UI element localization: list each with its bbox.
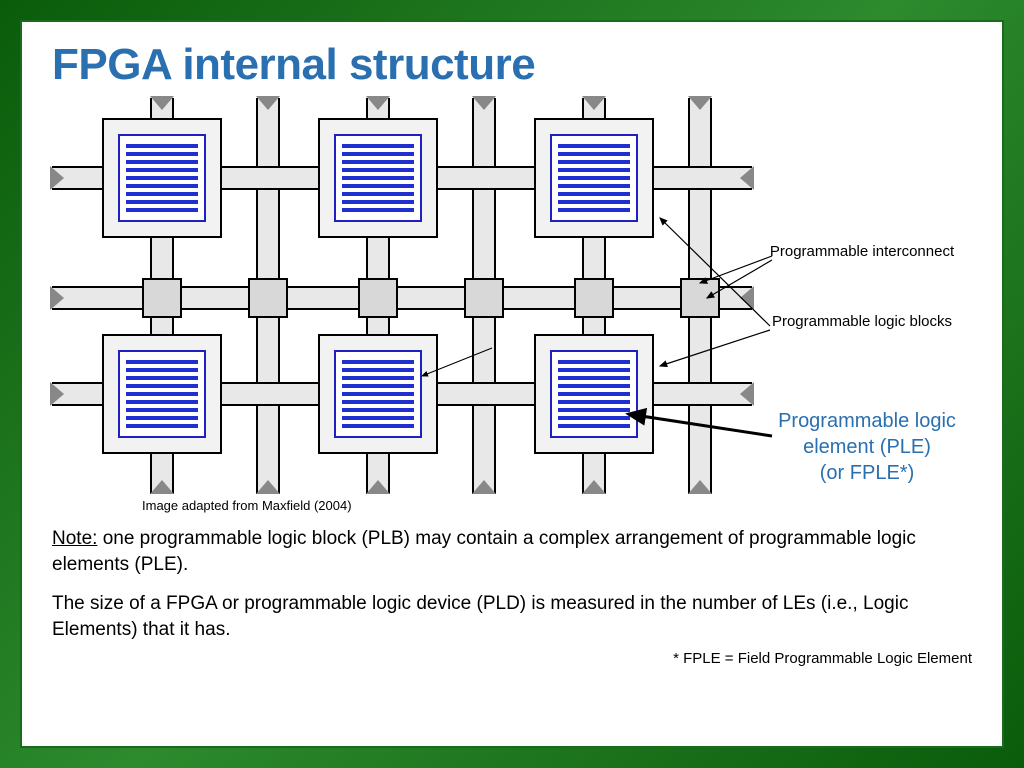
- paragraph-2: The size of a FPGA or programmable logic…: [52, 591, 972, 642]
- switch-block: [142, 278, 182, 318]
- note-paragraph: Note: one programmable logic block (PLB)…: [52, 526, 972, 577]
- logic-block: [534, 118, 654, 238]
- logic-block: [534, 334, 654, 454]
- fpga-diagram: [52, 98, 752, 508]
- label-logic-blocks: Programmable logic blocks: [762, 313, 962, 330]
- label-interconnect: Programmable interconnect: [762, 243, 962, 260]
- image-caption: Image adapted from Maxfield (2004): [142, 498, 352, 513]
- slide-card: FPGA internal structure Programmable int…: [20, 20, 1004, 748]
- switch-block: [574, 278, 614, 318]
- logic-block: [318, 334, 438, 454]
- slide-title: FPGA internal structure: [52, 40, 972, 90]
- logic-block: [318, 118, 438, 238]
- switch-block: [680, 278, 720, 318]
- body-text: Note: one programmable logic block (PLB)…: [52, 526, 972, 669]
- switch-block: [248, 278, 288, 318]
- diagram-area: Programmable interconnect Programmable l…: [52, 98, 972, 508]
- logic-block: [102, 334, 222, 454]
- note-label: Note:: [52, 528, 97, 549]
- footnote: * FPLE = Field Programmable Logic Elemen…: [52, 649, 972, 669]
- note-body: one programmable logic block (PLB) may c…: [52, 528, 916, 575]
- switch-block: [358, 278, 398, 318]
- logic-block: [102, 118, 222, 238]
- switch-block: [464, 278, 504, 318]
- label-ple: Programmable logic element (PLE) (or FPL…: [762, 408, 972, 486]
